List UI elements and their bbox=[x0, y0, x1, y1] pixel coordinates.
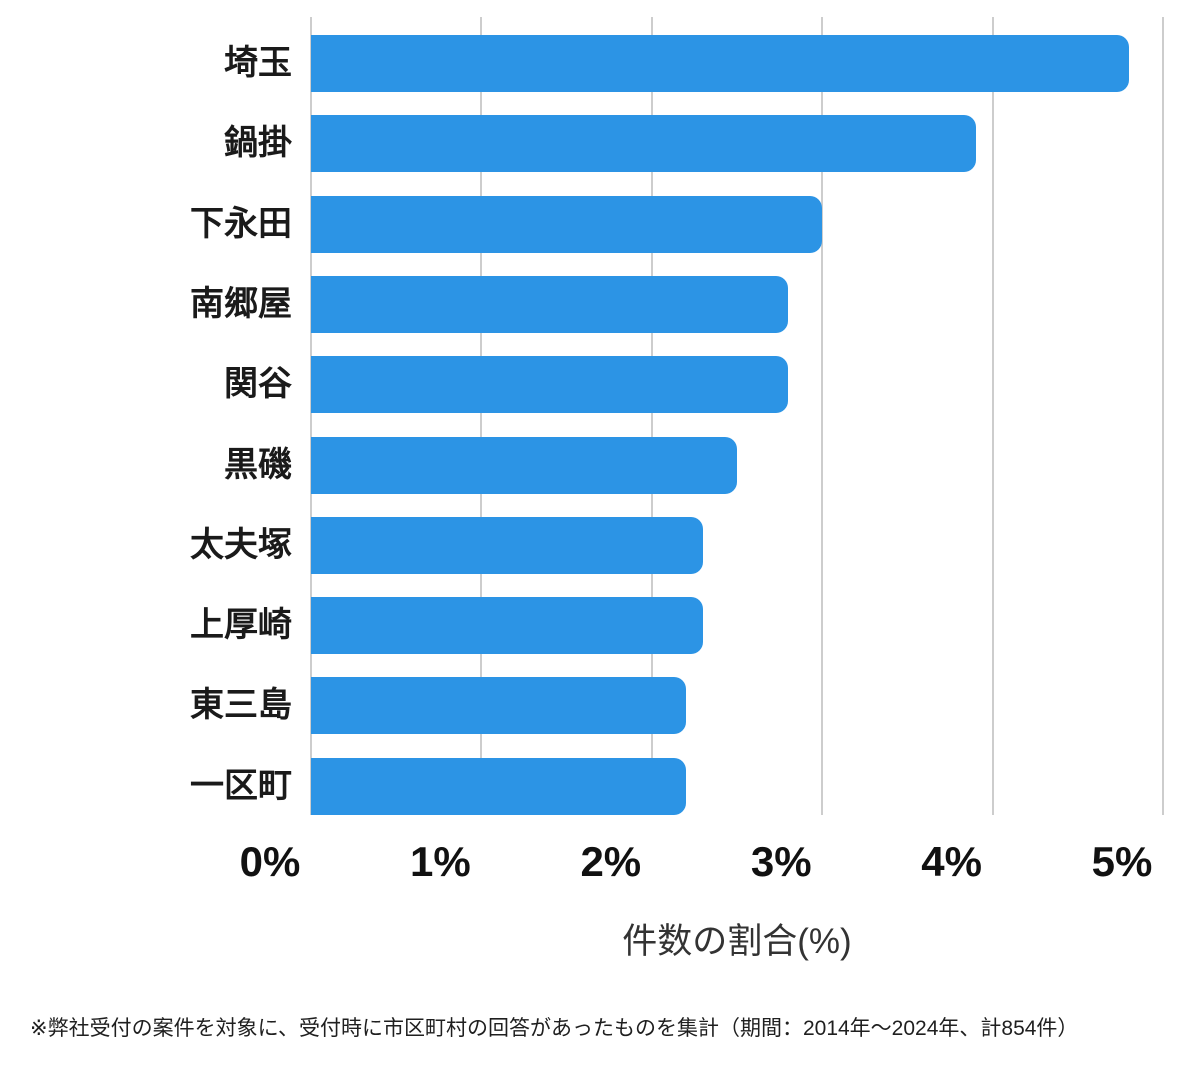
x-tick-label: 2% bbox=[580, 838, 642, 885]
category-label: 埼玉 bbox=[224, 44, 292, 82]
bar bbox=[311, 757, 686, 815]
gridline bbox=[1162, 17, 1164, 815]
category-label: 関谷 bbox=[224, 365, 292, 404]
category-label: 一区町 bbox=[190, 766, 292, 805]
x-tick-label: 1% bbox=[410, 838, 471, 885]
bar bbox=[311, 275, 789, 333]
category-label: 南郷屋 bbox=[190, 284, 292, 323]
gridline bbox=[821, 17, 824, 815]
category-label: 黒磯 bbox=[224, 445, 292, 484]
bar bbox=[311, 35, 1129, 92]
bar bbox=[311, 195, 823, 253]
gridline bbox=[650, 17, 653, 815]
x-tick-label: 4% bbox=[921, 838, 982, 885]
bar bbox=[311, 677, 686, 735]
gridline bbox=[310, 17, 312, 815]
bar bbox=[311, 516, 703, 574]
gridline bbox=[991, 17, 994, 815]
bar bbox=[311, 597, 703, 655]
footnote: ※弊社受付の案件を対象に、受付時に市区町村の回答があったものを集計（期間：201… bbox=[30, 1017, 1079, 1040]
x-tick-label: 3% bbox=[750, 838, 812, 885]
bar bbox=[311, 436, 737, 494]
bar bbox=[311, 356, 789, 414]
bar bbox=[311, 115, 976, 173]
category-label: 太夫塚 bbox=[190, 525, 292, 564]
category-label: 上厚崎 bbox=[190, 606, 292, 645]
x-tick-label: 5% bbox=[1091, 838, 1153, 885]
x-tick-label: 0% bbox=[239, 838, 301, 885]
category-label: 下永田 bbox=[190, 204, 292, 243]
x-axis-title: 件数の割合(%) bbox=[622, 922, 852, 961]
category-label: 鍋掛 bbox=[224, 124, 292, 163]
category-label: 東三島 bbox=[190, 686, 292, 725]
gridline bbox=[480, 17, 483, 815]
plot-area bbox=[310, 17, 1164, 815]
